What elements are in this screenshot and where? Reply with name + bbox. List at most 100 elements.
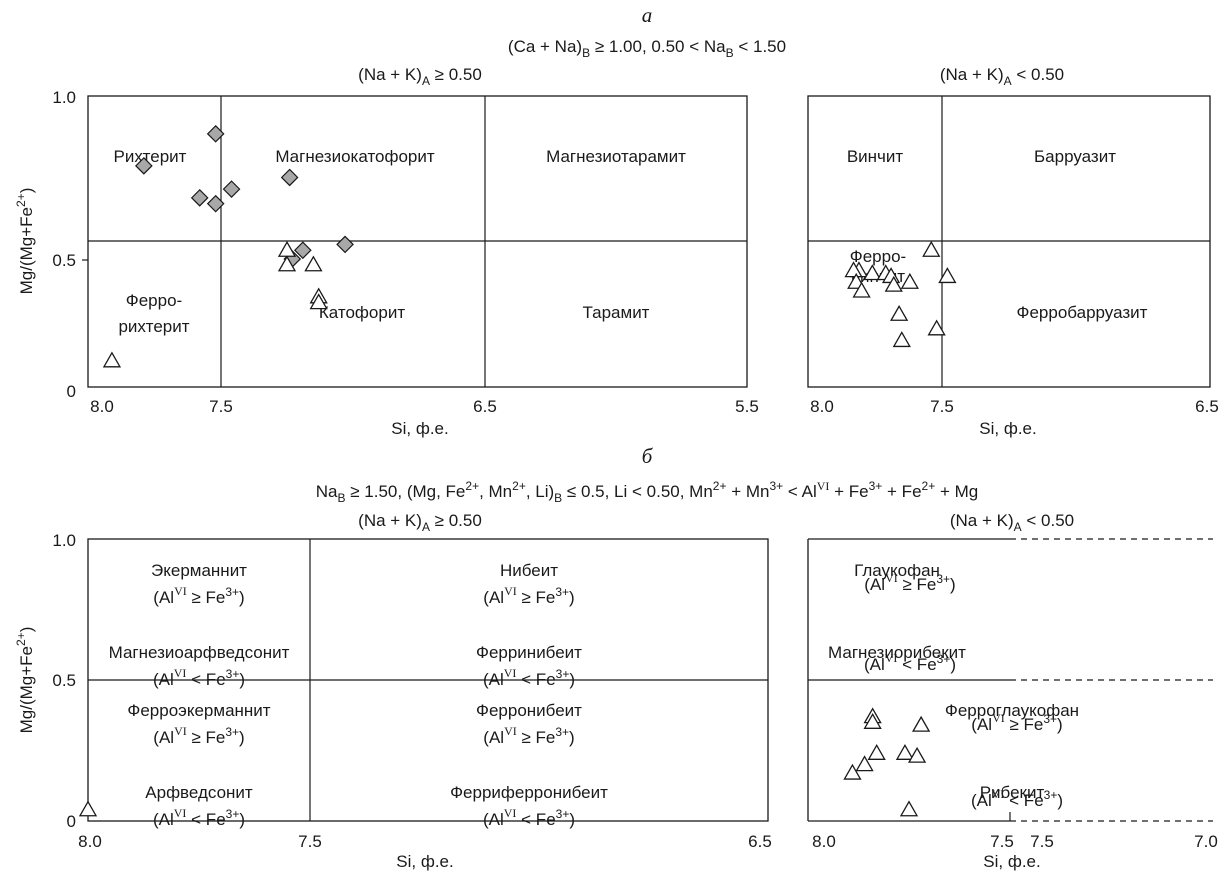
data-point-triangle bbox=[907, 746, 927, 763]
field-label: рихтерит bbox=[118, 317, 189, 336]
x-tick-label: 7.0 bbox=[1194, 832, 1218, 851]
x-axis-label: Si, ф.е. bbox=[979, 419, 1036, 438]
y-tick-label: 1.0 bbox=[52, 88, 76, 107]
field-rule-label: (AlVI < Fe3+) bbox=[483, 666, 575, 689]
y-axis-label: Mg/(Mg+Fe2+) bbox=[14, 188, 36, 295]
field-label: Нибеит bbox=[500, 561, 558, 580]
field-label: Рихтерит bbox=[114, 147, 187, 166]
data-point-triangle bbox=[309, 293, 328, 310]
panel-b-condition: NaB ≥ 1.50, (Mg, Fe2+, Mn2+, Li)B ≤ 0.5,… bbox=[316, 479, 978, 505]
data-point-triangle bbox=[900, 272, 919, 289]
data-point-triangle bbox=[852, 281, 871, 298]
x-axis-label: Si, ф.е. bbox=[391, 419, 448, 438]
data-point-triangle bbox=[927, 319, 946, 336]
data-point-triangle bbox=[78, 800, 98, 817]
data-point-triangle bbox=[277, 240, 297, 257]
field-label: Магнезиотарамит bbox=[546, 147, 686, 166]
panel-b-letter: б bbox=[642, 444, 654, 468]
field-label: Магнезиокатофорит bbox=[275, 147, 435, 166]
panel-b-left-field-labels: Экерманнит (AlVI ≥ Fe3+) Магнезиоарфведсон… bbox=[109, 561, 608, 829]
panel-a-right-header: (Na + K)A < 0.50 bbox=[940, 65, 1064, 88]
panel-b-right-plot: Глаукофан(AlVI ≥ Fe3+)Магнезиорибекит(Al… bbox=[807, 538, 1218, 871]
y-tick-label: 1.0 bbox=[52, 531, 76, 550]
x-tick-label: 8.0 bbox=[78, 832, 102, 851]
y-tick-label: 0 bbox=[67, 812, 76, 831]
data-point-triangle bbox=[304, 255, 323, 272]
field-label: Рибекит bbox=[980, 783, 1045, 802]
panel-a-condition: (Ca + Na)B ≥ 1.00, 0.50 < NaB < 1.50 bbox=[508, 37, 786, 60]
field-label: Ферроглаукофан bbox=[945, 701, 1079, 720]
x-tick-label: 7.5 bbox=[930, 397, 954, 416]
x-axis-label: Si, ф.е. bbox=[396, 852, 453, 871]
field-rule-label: (AlVI < Fe3+) bbox=[864, 651, 956, 674]
field-label: Катофорит bbox=[319, 303, 405, 322]
data-point-triangle bbox=[938, 267, 957, 284]
field-label: Ферробарруазит bbox=[1017, 303, 1148, 322]
data-point-diamond bbox=[280, 168, 299, 187]
field-label: Барруазит bbox=[1034, 147, 1116, 166]
field-label: Магнезиорибекит bbox=[828, 643, 966, 662]
field-rule-label: (AlVI < Fe3+) bbox=[153, 666, 245, 689]
panel-b-right-field-labels: Глаукофан(AlVI ≥ Fe3+)Магнезиорибекит(Al… bbox=[828, 561, 1079, 810]
x-tick-label: 6.5 bbox=[748, 832, 772, 851]
field-rule-label: (AlVI ≥ Fe3+) bbox=[153, 584, 244, 607]
data-point-triangle bbox=[843, 763, 862, 780]
field-label: Магнезиоарфведсонит bbox=[109, 643, 290, 662]
data-point-triangle bbox=[889, 304, 909, 321]
y-tick-label: 0 bbox=[67, 382, 76, 401]
field-label: Ферриферронибеит bbox=[450, 783, 608, 802]
x-tick-label: 7.5 bbox=[298, 832, 322, 851]
data-point-diamond bbox=[135, 156, 153, 175]
field-rule-label: (AlVI ≥ Fe3+) bbox=[971, 711, 1062, 734]
field-label: Экерманнит bbox=[151, 561, 247, 580]
data-point-triangle bbox=[867, 744, 886, 760]
x-tick-label: 7.5 bbox=[990, 832, 1014, 851]
x-tick-label: 7.5 bbox=[209, 397, 233, 416]
data-point-triangle bbox=[922, 240, 941, 257]
data-point-triangle bbox=[863, 712, 882, 729]
field-label: Винчит bbox=[847, 147, 904, 166]
field-rule-label: (AlVI < Fe3+) bbox=[971, 787, 1063, 810]
field-rule-label: (AlVI ≥ Fe3+) bbox=[864, 571, 955, 594]
field-rule-label: (AlVI < Fe3+) bbox=[483, 806, 575, 829]
panel-b-left-data-points bbox=[78, 800, 98, 817]
y-axis-label: Mg/(Mg+Fe2+) bbox=[14, 627, 36, 734]
panel-a-right-plot: Винчит Барруазит Ферро- винчит Ферробарр… bbox=[807, 95, 1219, 438]
panel-b-left-plot: Экерманнит (AlVI ≥ Fe3+) Магнезиоарфведсон… bbox=[14, 531, 772, 871]
x-tick-label: 5.5 bbox=[735, 397, 759, 416]
data-point-triangle bbox=[911, 715, 931, 732]
data-point-triangle bbox=[863, 264, 882, 281]
y-tick-label: 0.5 bbox=[52, 251, 76, 270]
panel-a-letter: а bbox=[642, 3, 653, 27]
panel-a-right-data-points bbox=[844, 240, 957, 348]
field-label: Ферро- bbox=[126, 291, 182, 310]
data-point-diamond bbox=[206, 124, 225, 143]
field-label: Ферро- bbox=[850, 247, 906, 266]
x-tick-label: 8.0 bbox=[810, 397, 834, 416]
x-tick-label: 8.0 bbox=[812, 832, 836, 851]
data-point-triangle bbox=[277, 255, 297, 272]
data-point-triangle bbox=[895, 744, 915, 760]
data-point-diamond bbox=[336, 235, 354, 254]
panel-a-left-header: (Na + K)A ≥ 0.50 bbox=[358, 65, 482, 88]
x-tick-label: 6.5 bbox=[1195, 397, 1219, 416]
panel-a-left-data-points bbox=[102, 124, 354, 368]
data-point-triangle bbox=[844, 261, 863, 278]
x-tick-label: 7.5 bbox=[1030, 832, 1054, 851]
data-point-diamond bbox=[293, 241, 312, 260]
field-label: Тарамит bbox=[583, 303, 650, 322]
field-label: Глаукофан bbox=[854, 561, 940, 580]
x-tick-label: 8.0 bbox=[90, 397, 114, 416]
data-point-triangle bbox=[102, 351, 122, 368]
x-axis-label: Si, ф.е. bbox=[983, 852, 1040, 871]
field-label: Арфведсонит bbox=[145, 783, 253, 802]
data-point-diamond bbox=[206, 194, 225, 213]
data-point-triangle bbox=[855, 755, 874, 772]
panel-b-right-data-points bbox=[843, 707, 931, 817]
panel-b-right-header: (Na + K)A < 0.50 bbox=[950, 511, 1074, 534]
data-point-diamond bbox=[222, 180, 241, 198]
field-label: Ферронибеит bbox=[476, 701, 582, 720]
field-rule-label: (AlVI ≥ Fe3+) bbox=[483, 724, 574, 747]
field-rule-label: (AlVI ≥ Fe3+) bbox=[483, 584, 574, 607]
